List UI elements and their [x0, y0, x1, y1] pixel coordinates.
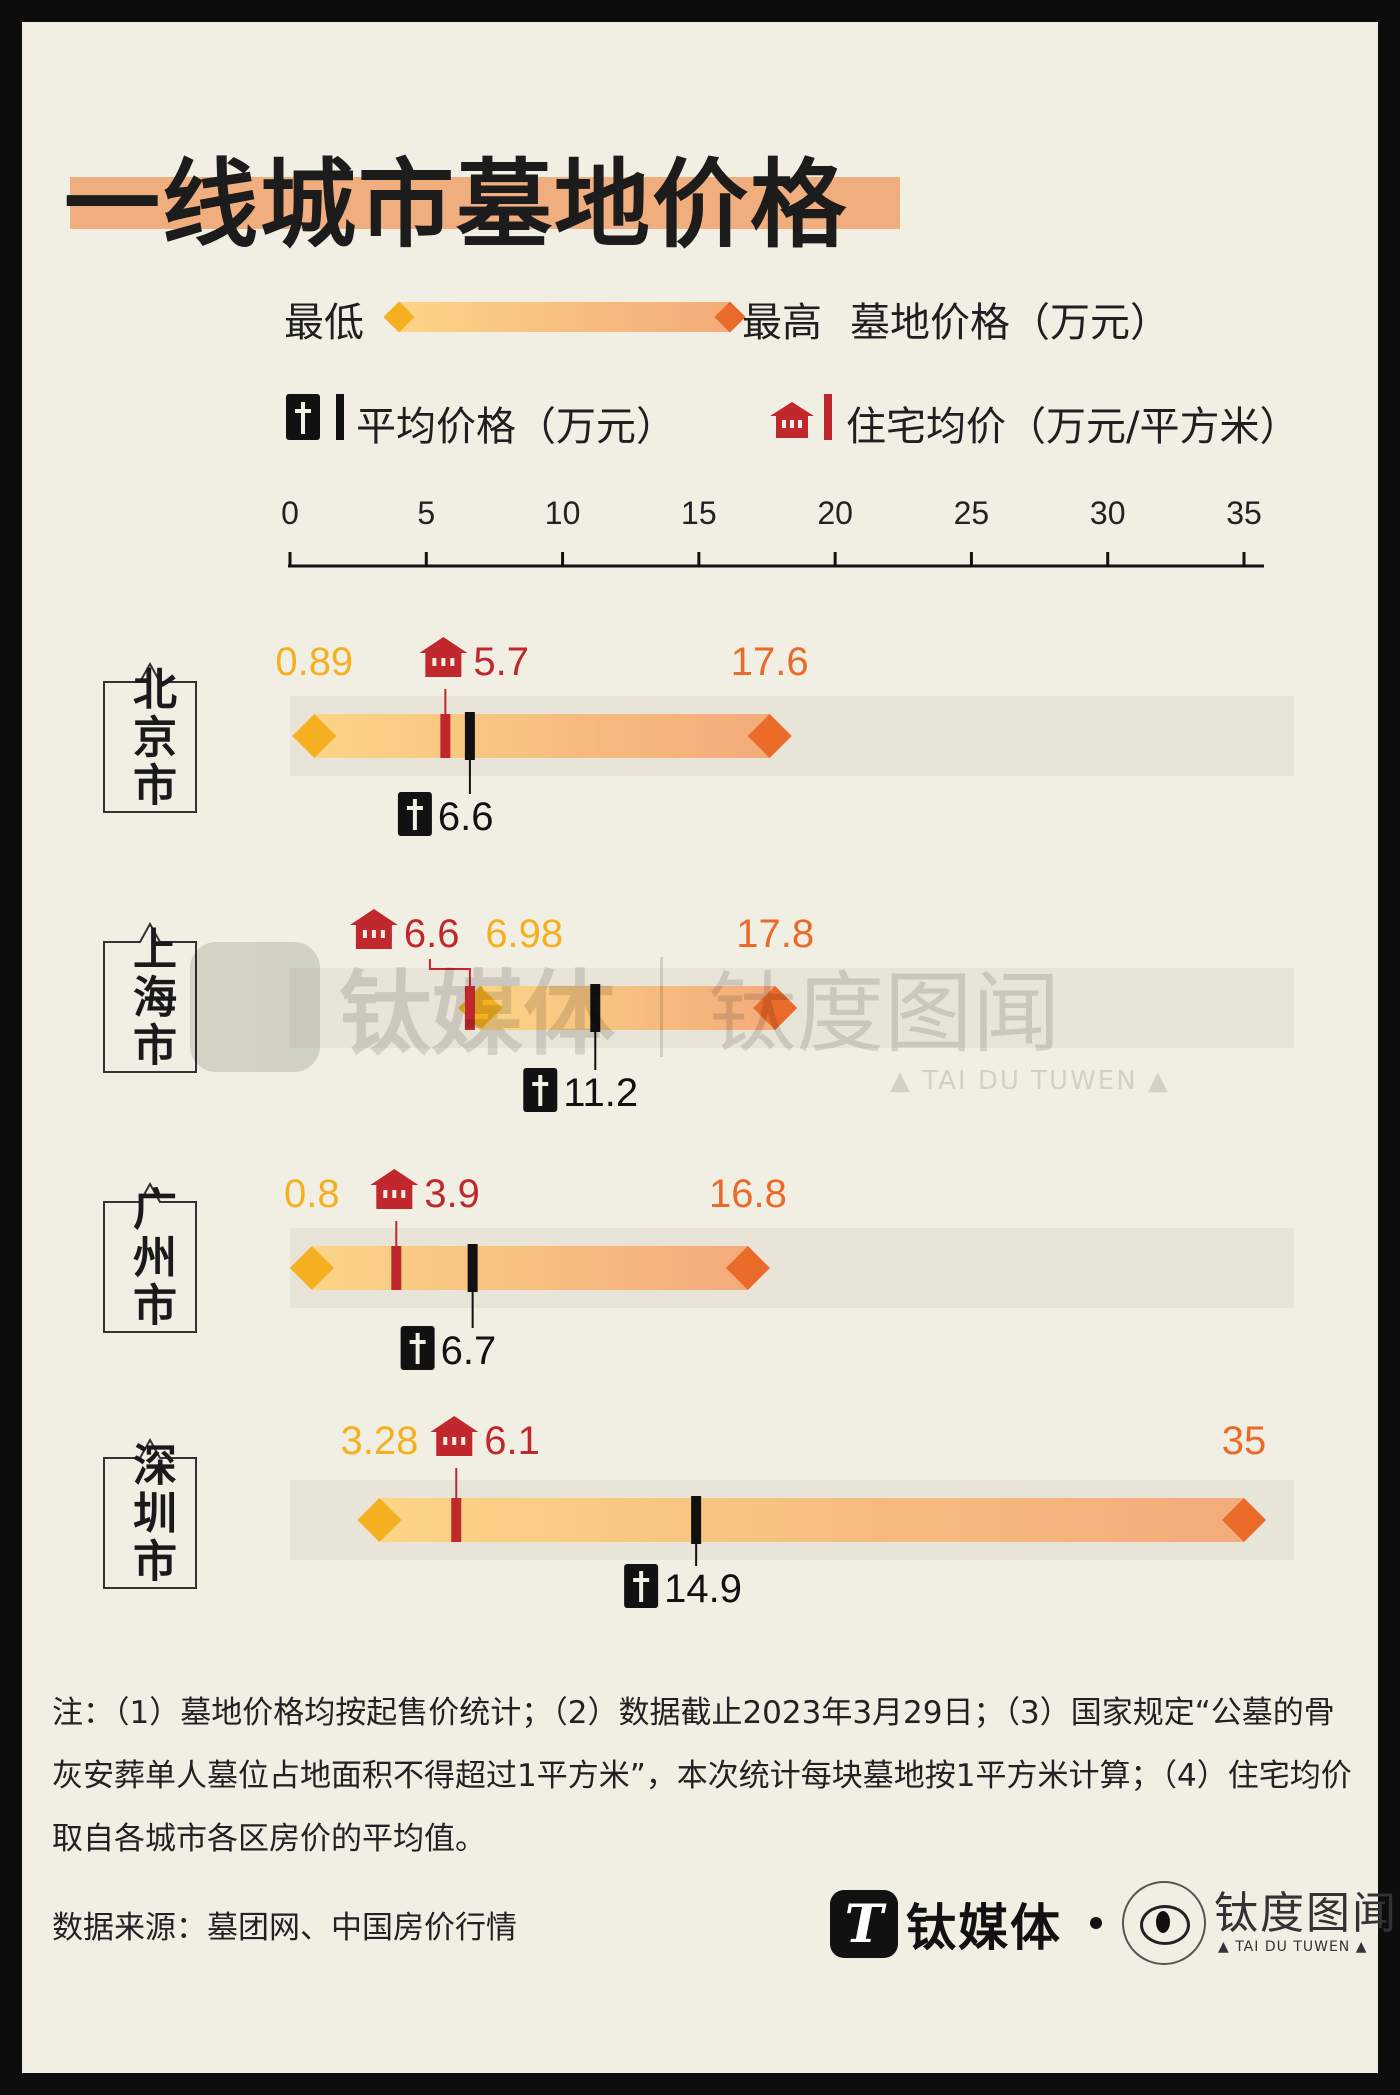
x-axis-tick-label: 25	[954, 495, 990, 531]
house-icon	[430, 1416, 479, 1456]
footnotes: 注：（1）墓地价格均按起售价统计；（2）数据截止2023年3月29日；（3）国家…	[52, 1695, 1352, 1857]
max-value-label: 17.6	[731, 640, 809, 684]
range-bar	[379, 1498, 1244, 1542]
page-title: 一线城市墓地价格	[64, 149, 848, 261]
watermark-brand2: 钛度图闻	[708, 962, 1061, 1065]
cross-icon	[286, 394, 320, 440]
watermark: 钛媒体 钛度图闻	[190, 940, 1060, 1073]
max-diamond-icon	[753, 986, 798, 1030]
avg-price-mark	[590, 984, 601, 1032]
max-value-label: 17.8	[736, 912, 814, 956]
legend-max-label: 最高	[742, 300, 822, 346]
watermark-brand1: 钛媒体	[339, 961, 616, 1068]
min-value-label: 0.8	[284, 1172, 340, 1216]
range-bar	[480, 986, 776, 1030]
brand-logo-icon: T	[830, 1890, 898, 1958]
title-block: 一线城市墓地价格	[50, 127, 900, 261]
cross-icon	[523, 1068, 558, 1112]
max-value-label: 16.8	[709, 1172, 787, 1216]
min-diamond-icon	[289, 1246, 334, 1290]
min-diamond-icon	[292, 714, 337, 758]
city-label-shenzhen: 深圳市	[102, 1438, 198, 1590]
avg-value-label: 14.9	[664, 1567, 742, 1611]
min-value-label: 3.28	[340, 1419, 418, 1463]
eye-logo-icon	[1122, 1881, 1206, 1965]
house-mark-swatch	[824, 394, 832, 440]
house-price-mark	[464, 986, 475, 1030]
min-value-label: 0.89	[275, 640, 353, 684]
avg-price-mark	[464, 712, 475, 760]
min-value-label: 6.98	[485, 912, 563, 956]
house-value-label: 5.7	[473, 640, 529, 684]
city-label-guangzhou: 广州市	[102, 1182, 198, 1334]
house-price-mark	[391, 1246, 402, 1290]
max-diamond-icon	[747, 714, 792, 758]
cross-icon	[397, 792, 432, 836]
min-diamond-icon	[357, 1498, 402, 1542]
house-leader-line	[428, 959, 471, 986]
avg-value-label: 11.2	[563, 1071, 638, 1115]
house-price-mark	[440, 714, 451, 758]
avg-value-label: 6.7	[441, 1329, 497, 1373]
x-axis-tick-label: 35	[1226, 495, 1262, 531]
title-highlight	[70, 177, 900, 229]
brand1-name: 钛媒体	[906, 1899, 1062, 1957]
brand-taidutuwen: 钛度图闻 ▲ TAI DU TUWEN ▲	[1122, 1877, 1396, 1967]
house-value-label: 6.6	[404, 912, 460, 956]
range-bar	[314, 714, 770, 758]
legend-min-label: 最低	[284, 300, 364, 346]
data-source: 数据来源：墓团网、中国房价行情	[52, 1910, 517, 1946]
x-axis-tick-label: 0	[281, 495, 299, 531]
house-icon	[419, 637, 468, 677]
x-axis-tick-label: 15	[681, 495, 717, 531]
brand-separator-dot	[1090, 1917, 1102, 1929]
x-axis-tick-label: 10	[545, 495, 581, 531]
watermark-logo	[190, 941, 320, 1072]
watermark-sub: ▲ TAI DU TUWEN ▲	[890, 1066, 1170, 1096]
cross-icon	[624, 1564, 659, 1608]
city-label-beijing: 北京市	[102, 662, 198, 814]
max-diamond-icon	[1222, 1498, 1266, 1542]
infographic-frame: 一线城市墓地价格 最低 最高 墓地价格（万元） 平均价格（万元） 住宅均价（万元…	[22, 22, 1396, 2073]
house-value-label: 6.1	[484, 1419, 540, 1463]
range-bar	[311, 1246, 748, 1290]
house-icon	[349, 909, 398, 949]
house-icon	[370, 1169, 419, 1209]
city-label-shanghai: 上海市	[102, 922, 198, 1074]
legend-range-bar	[399, 302, 729, 332]
x-axis-tick-label: 20	[817, 495, 853, 531]
max-value-label: 35	[1222, 1419, 1267, 1463]
avg-price-mark	[467, 1244, 478, 1292]
house-value-label: 3.9	[424, 1172, 480, 1216]
house-price-mark	[451, 1498, 462, 1542]
legend-avg-label: 平均价格（万元）	[356, 404, 676, 450]
range-chart: 0 5 10 15 20 25 30 35 17.6 0.89 5.7 6.6 17.8 6.98 6.6 1…	[275, 495, 1294, 1611]
avg-mark-swatch	[336, 394, 344, 440]
house-icon	[770, 402, 814, 438]
cross-icon	[400, 1326, 435, 1370]
brand2-sub: ▲ TAI DU TUWEN ▲	[1218, 1939, 1368, 1955]
brand-taimeiti: T 钛媒体	[830, 1884, 1062, 1964]
avg-price-mark	[691, 1496, 702, 1544]
x-axis-tick-label: 5	[417, 495, 435, 531]
brand2-name: 钛度图闻	[1214, 1888, 1398, 1939]
legend-house-label: 住宅均价（万元/平方米）	[846, 404, 1300, 450]
legend-range-label: 墓地价格（万元）	[850, 300, 1170, 346]
x-axis-tick-label: 30	[1090, 495, 1126, 531]
max-diamond-icon	[725, 1246, 770, 1290]
avg-value-label: 6.6	[438, 795, 494, 839]
